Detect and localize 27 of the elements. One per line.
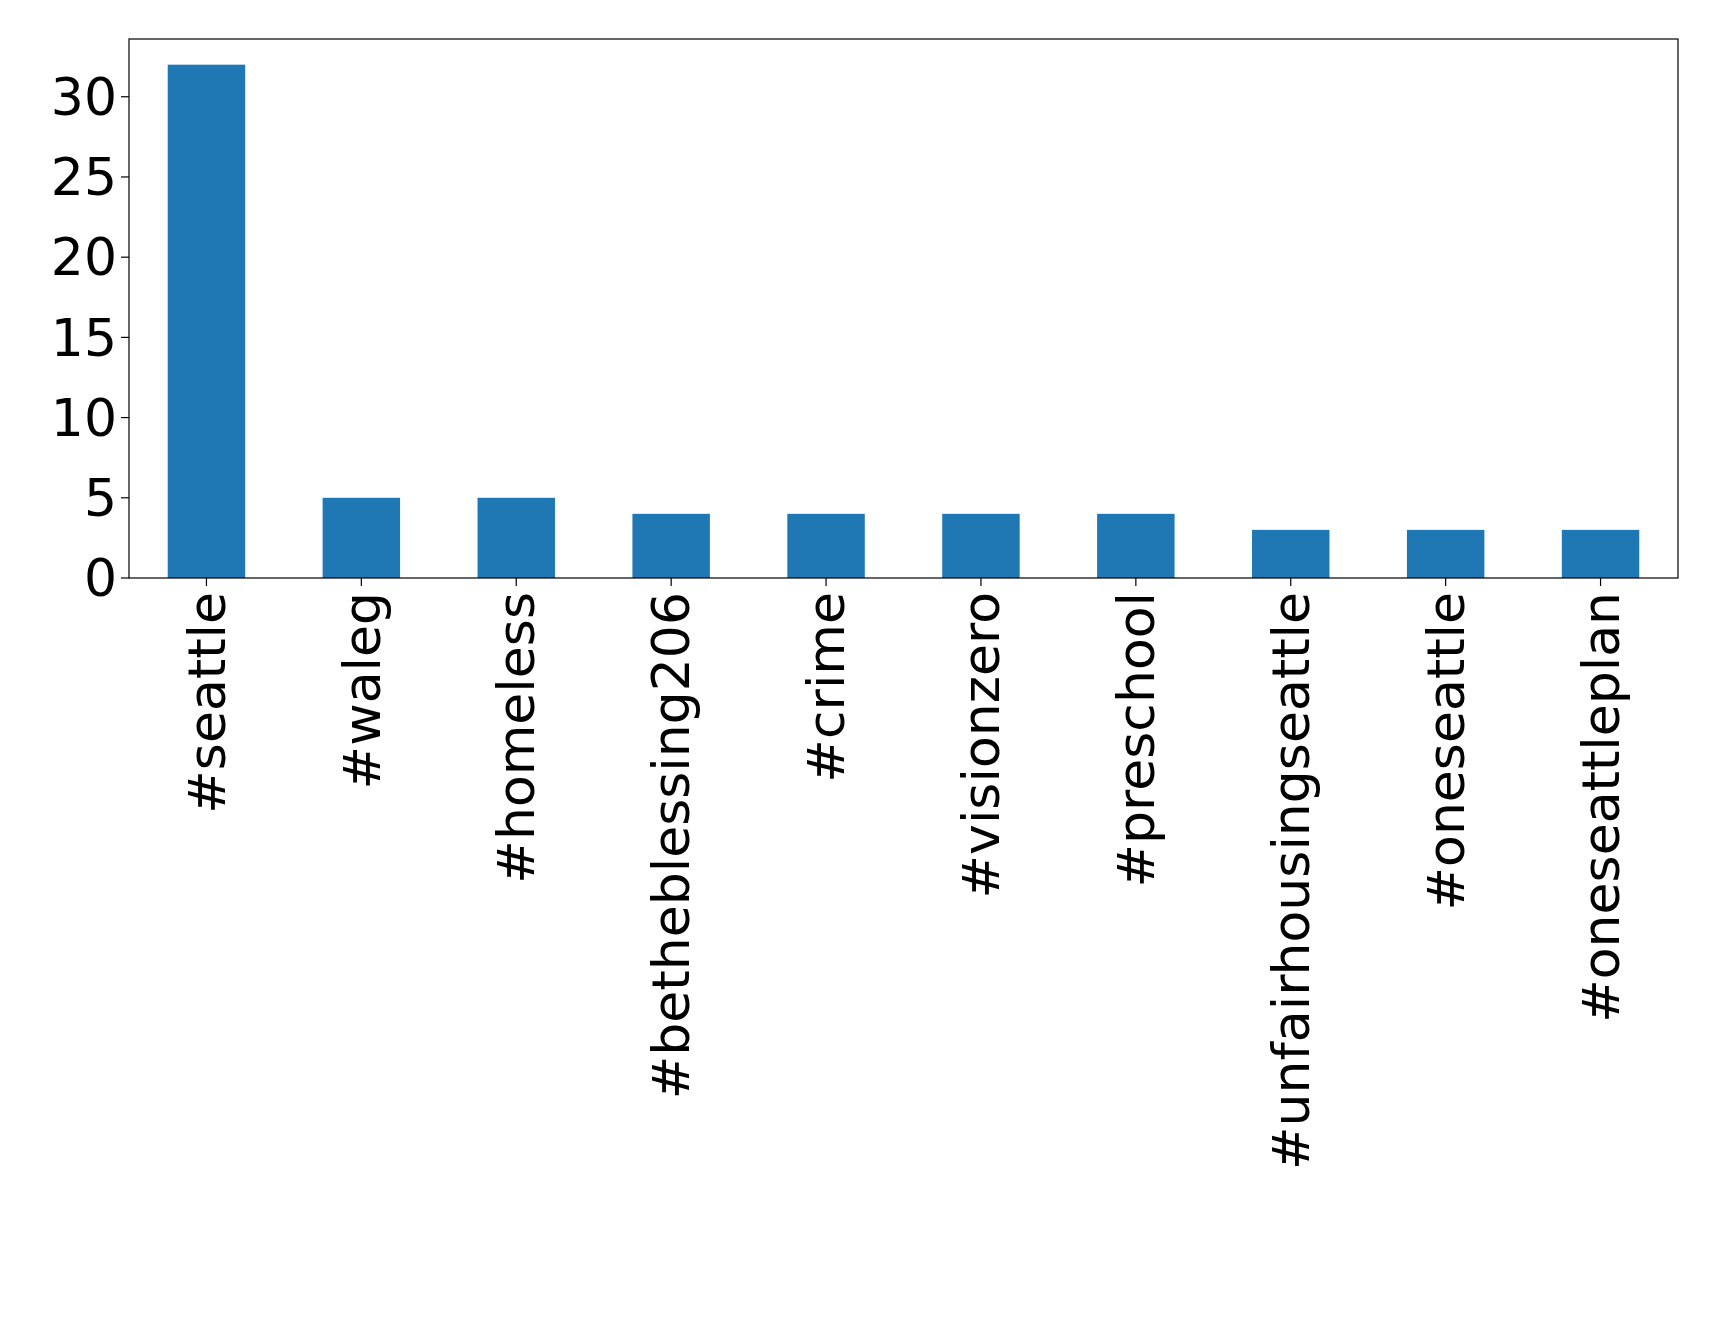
x-tick-label: #visionzero xyxy=(951,592,1012,899)
bar xyxy=(787,513,865,578)
x-tick-label: #preschool xyxy=(1106,592,1167,888)
bar xyxy=(477,497,555,578)
bar xyxy=(167,64,246,578)
y-tick-label: 0 xyxy=(83,548,117,609)
x-tick-label: #oneseattleplan xyxy=(1570,592,1631,1023)
x-tick-label: #homeless xyxy=(486,592,547,884)
bar xyxy=(1406,529,1485,578)
bar xyxy=(942,513,1020,578)
x-tick-label: #seattle xyxy=(176,592,237,814)
y-tick-label: 25 xyxy=(50,147,117,208)
bar xyxy=(322,497,401,578)
y-tick-label: 10 xyxy=(50,387,117,448)
bar xyxy=(1097,513,1175,578)
x-tick-label: #unfairhousingseattle xyxy=(1260,592,1321,1170)
x-tick-label: #oneseattle xyxy=(1415,592,1476,911)
x-tick-label: #betheblessing206 xyxy=(641,592,702,1100)
y-tick-label: 5 xyxy=(83,467,117,528)
bar xyxy=(1561,529,1640,578)
x-tick-label: #waleg xyxy=(331,592,392,790)
bar xyxy=(1252,529,1330,578)
y-tick-label: 20 xyxy=(50,227,117,288)
x-tick-label: #crime xyxy=(796,592,857,783)
y-tick-label: 15 xyxy=(50,307,117,368)
bar xyxy=(632,513,710,578)
y-tick-label: 30 xyxy=(50,66,117,127)
